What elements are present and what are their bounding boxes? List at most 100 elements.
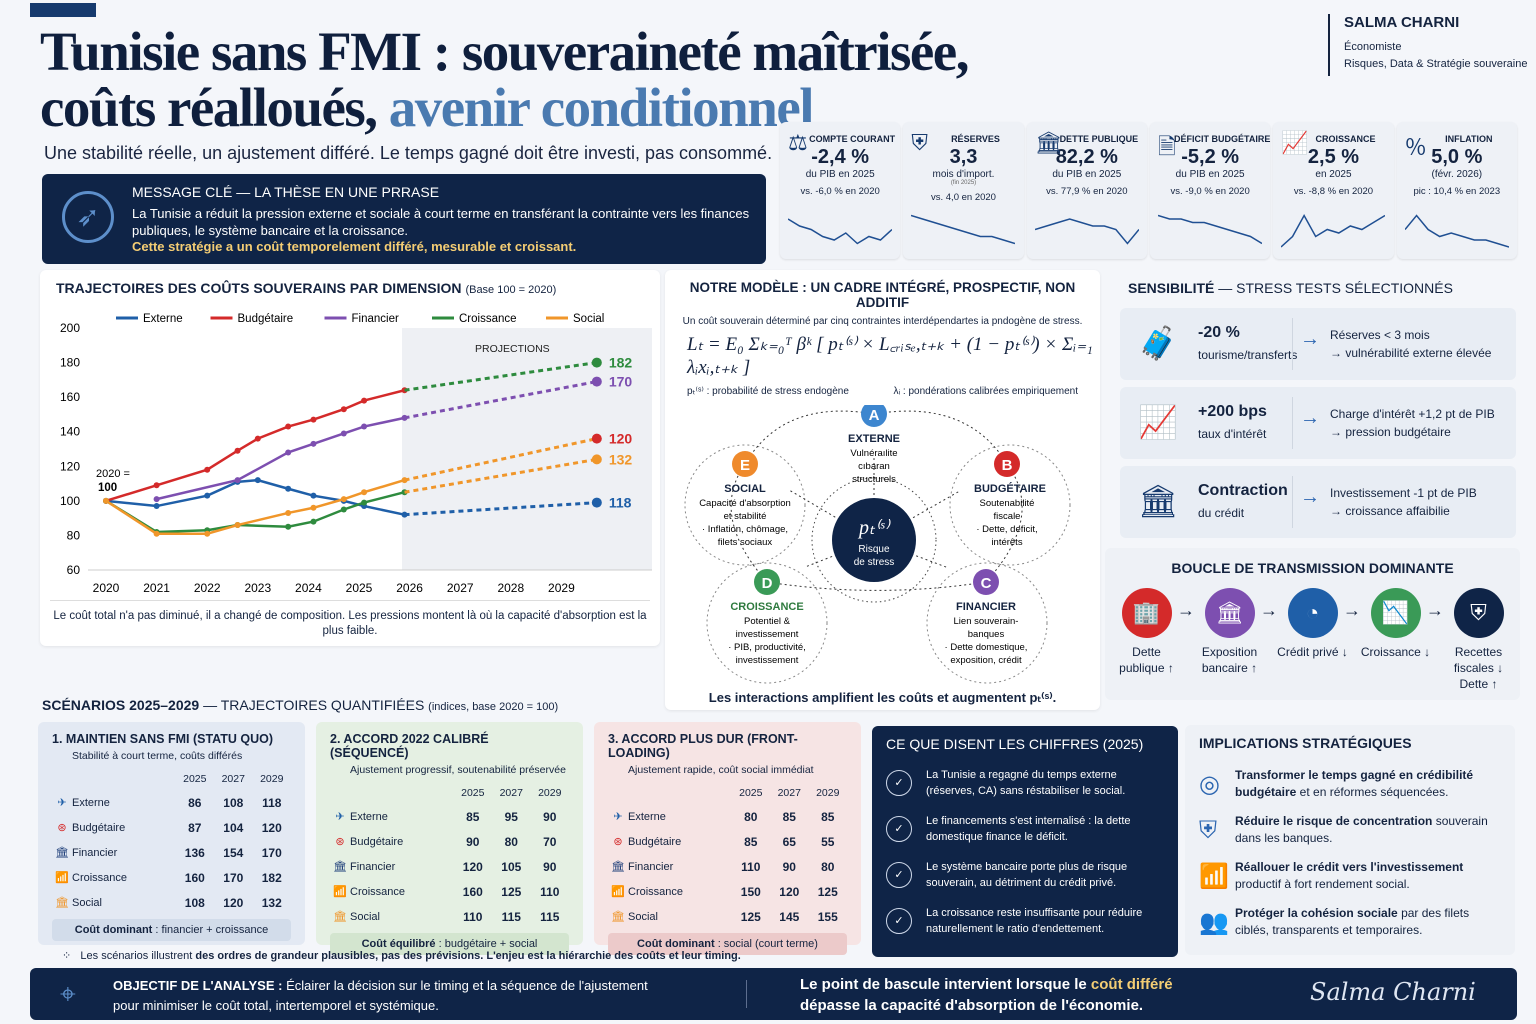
data-point (204, 492, 211, 499)
index-value: 110 (540, 884, 560, 899)
balance-scale-icon: ⚖ (788, 130, 808, 155)
model-title: NOTRE MODÈLE : UN CADRE INTÉGRÉ, PROSPEC… (689, 280, 1076, 310)
projection-end-point (591, 357, 602, 368)
shock-description: tourisme/transferts (1198, 348, 1298, 362)
node-description: Capacité d'absorption (699, 498, 791, 509)
shock-description: taux d'intérêt (1198, 427, 1267, 441)
projection-zone (402, 328, 652, 570)
author-tagline: Risques, Data & Stratégie souveraine (1344, 58, 1528, 70)
kpi-sub: du PIB en 2025 (1052, 169, 1122, 180)
stress-result: Réserves < 3 mois (1330, 328, 1430, 342)
index-value: 150 (740, 884, 761, 899)
y-tick-label: 180 (60, 356, 80, 370)
key-figure-text: La croissance reste insuffisante pour ré… (926, 907, 1143, 935)
kpi-title: RÉSERVES (951, 134, 1000, 144)
x-tick-label: 2020 (93, 581, 120, 595)
table-header: 2025 2027 2029 (330, 782, 569, 804)
kpi-sub: mois d'import. (932, 169, 995, 180)
sparkline (1157, 214, 1262, 245)
divider (1292, 318, 1293, 370)
transmission-loop: BOUCLE DE TRANSMISSION DOMINANTE 🏢 Dette … (1105, 548, 1520, 700)
node-description: · PIB, productivité, (728, 642, 806, 653)
kpi-value: -5,2 % (1181, 146, 1240, 168)
kpi-value: 82,2 % (1055, 146, 1118, 168)
y-tick-label: 100 (60, 494, 80, 508)
node-description: Lien souverain- (954, 616, 1019, 627)
x-tick-label: 2028 (497, 581, 524, 595)
table-row: 🏛 Social 110 115 115 (330, 904, 569, 929)
kpi-compare: vs. -9,0 % en 2020 (1170, 186, 1250, 197)
kpi-value: -2,4 % (811, 146, 870, 168)
loop-step-label: Crédit privé ↓ (1277, 645, 1348, 659)
arrow-right-icon: → (1300, 407, 1320, 429)
kpi-sub: du PIB en 2025 (1175, 169, 1245, 180)
node-name: SOCIAL (724, 483, 766, 495)
kpi-value: 2,5 % (1307, 146, 1360, 168)
kpi-title: CROISSANCE (1315, 134, 1376, 144)
legend-label: Budgétaire (238, 313, 294, 325)
scenario-title: 2. ACCORD 2022 CALIBRÉ (SÉQUENCÉ) (330, 732, 489, 760)
arrow-right-icon: → (1343, 600, 1361, 620)
node-description: Vulnéraılite (850, 448, 897, 459)
projection-value-label: 170 (609, 374, 633, 390)
kpi-card: ％ INFLATION 5,0 % (févr. 2026) pic : 10,4 % … (1396, 122, 1517, 259)
kpi-value: 3,3 (949, 146, 978, 168)
implication-text: Transformer le temps gagné en crédibilit… (1235, 768, 1474, 799)
growth-bars-icon: 📶 (611, 886, 625, 898)
kpi-compare: vs. -6,0 % en 2020 (800, 186, 880, 197)
x-tick-label: 2023 (244, 581, 271, 595)
index-value: 85 (782, 809, 796, 824)
index-value: 120 (779, 884, 800, 899)
node-description: investissement (736, 629, 799, 640)
model-footer: Les interactions amplifient les coûts et… (708, 690, 1057, 705)
data-point (234, 447, 241, 454)
index-value: 170 (261, 845, 282, 860)
table-row: 🏛 Social 125 145 155 (608, 904, 847, 929)
kpi-note: (fin 2025) (950, 180, 977, 186)
budget-icon: ⊛ (57, 822, 67, 834)
legend-label: Externe (143, 313, 183, 325)
sparkline (1404, 214, 1509, 248)
legend-label: Financier (352, 313, 399, 325)
interaction-arrow (744, 410, 875, 465)
node-letter: D (762, 575, 773, 592)
arrow-right-icon: → (1260, 600, 1278, 620)
index-value: 85 (466, 809, 480, 824)
arrow-right-icon: → (1177, 600, 1195, 620)
index-value: 87 (188, 820, 202, 835)
index-value: 125 (740, 909, 761, 924)
year-header: 2029 (816, 787, 840, 799)
compass-icon: ➶ (62, 191, 114, 243)
x-tick-label: 2027 (447, 581, 474, 595)
dimension-label: Croissance (628, 886, 684, 898)
node-description: structurels (852, 474, 896, 485)
base-value: 100 (98, 482, 117, 494)
key-figure-item: ✓ La croissance reste insuffisante pour r… (886, 898, 1164, 944)
pie-chart-icon: ◔ (1287, 588, 1338, 638)
stress-consequence: → croissance affaibilie (1330, 504, 1450, 518)
kpi-sub: du PIB en 2025 (805, 169, 875, 180)
index-value: 120 (261, 820, 282, 835)
x-tick-label: 2024 (295, 581, 322, 595)
growth-bars-icon: 📶 (333, 886, 347, 898)
data-point (153, 482, 160, 489)
implications-title: IMPLICATIONS STRATÉGIQUES (1199, 735, 1412, 751)
bank-icon: 🏛 (611, 861, 625, 873)
scenario-table: 2025 2027 2029 ✈ Externe 85 95 90 ⊛ Budgétaire 90 8… (330, 782, 569, 929)
loop-step-label: Exposition bancaire ↑ (1201, 645, 1258, 675)
arrow-right-icon: → (1300, 328, 1320, 350)
data-point (310, 440, 317, 447)
shock-value: Contraction (1198, 482, 1288, 499)
table-row: 🏛 Financier 110 90 80 (608, 854, 847, 879)
signature: Salma Charni (1310, 978, 1476, 1006)
table-row: ⊛ Budgétaire 85 65 55 (608, 829, 847, 854)
index-value: 110 (741, 859, 761, 874)
constraints-diagram: pₜ⁽ˢ⁾ Risque de stress A EXTERNE Vulnéraılite… (684, 405, 1071, 684)
scenario-conclusion: Coût équilibré : budgétaire + social (330, 933, 569, 955)
node-badge-a (861, 405, 887, 427)
key-message-body: La Tunisie a réduit la pression externe … (132, 206, 750, 238)
index-value: 115 (540, 909, 560, 924)
implication-item: ⛨ Réduire le risque de concentration souv… (1199, 807, 1501, 853)
data-point (285, 449, 292, 456)
kpi-compare: vs. 4,0 en 2020 (931, 192, 996, 203)
